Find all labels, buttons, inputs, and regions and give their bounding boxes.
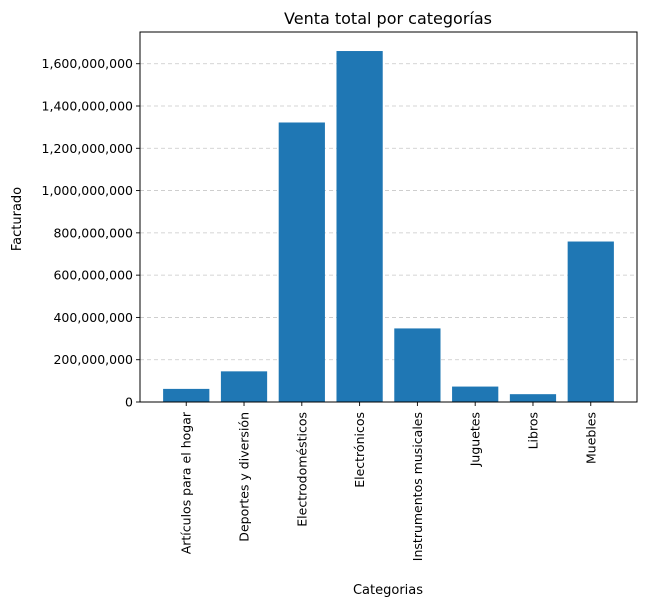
bars — [163, 51, 614, 403]
y-tick-label: 600,000,000 — [53, 268, 133, 283]
x-axis-label: Categorias — [353, 583, 423, 598]
x-tick-label: Electrónicos — [352, 412, 367, 488]
y-tick-label: 400,000,000 — [53, 310, 133, 325]
plot-frame — [139, 31, 638, 403]
chart-title: Venta total por categorías — [284, 9, 492, 28]
bar-1 — [220, 371, 268, 402]
x-tick-label: Deportes y diversión — [237, 412, 252, 542]
bar-3 — [336, 51, 383, 403]
x-tick-label: Juguetes — [468, 412, 483, 467]
grid-lines — [140, 63, 637, 403]
bar-0 — [163, 388, 210, 402]
y-tick-label: 0 — [125, 395, 133, 410]
x-tick-label: Libros — [525, 412, 540, 449]
y-tick-label: 1,000,000,000 — [42, 183, 133, 198]
y-axis-ticks: 0 200,000,000 400,000,000 600,000,000 800,00… — [42, 56, 140, 410]
bar-4 — [394, 328, 441, 402]
x-tick-label: Artículos para el hogar — [179, 411, 194, 554]
x-axis-ticks: Artículos para el hogar Deportes y divers… — [179, 402, 598, 561]
y-axis-label: Facturado — [10, 187, 25, 251]
bar-5 — [452, 386, 499, 402]
x-tick-label: Electrodomésticos — [294, 412, 309, 527]
bar-7 — [567, 241, 614, 402]
x-tick-label: Instrumentos musicales — [410, 412, 425, 561]
y-tick-label: 800,000,000 — [53, 225, 133, 240]
y-tick-label: 1,400,000,000 — [42, 99, 133, 114]
y-tick-label: 1,600,000,000 — [42, 56, 133, 71]
bar-2 — [278, 122, 325, 403]
bar-6 — [509, 394, 557, 402]
y-tick-label: 200,000,000 — [53, 352, 133, 367]
y-tick-label: 1,200,000,000 — [42, 141, 133, 156]
x-tick-label: Muebles — [583, 412, 598, 464]
